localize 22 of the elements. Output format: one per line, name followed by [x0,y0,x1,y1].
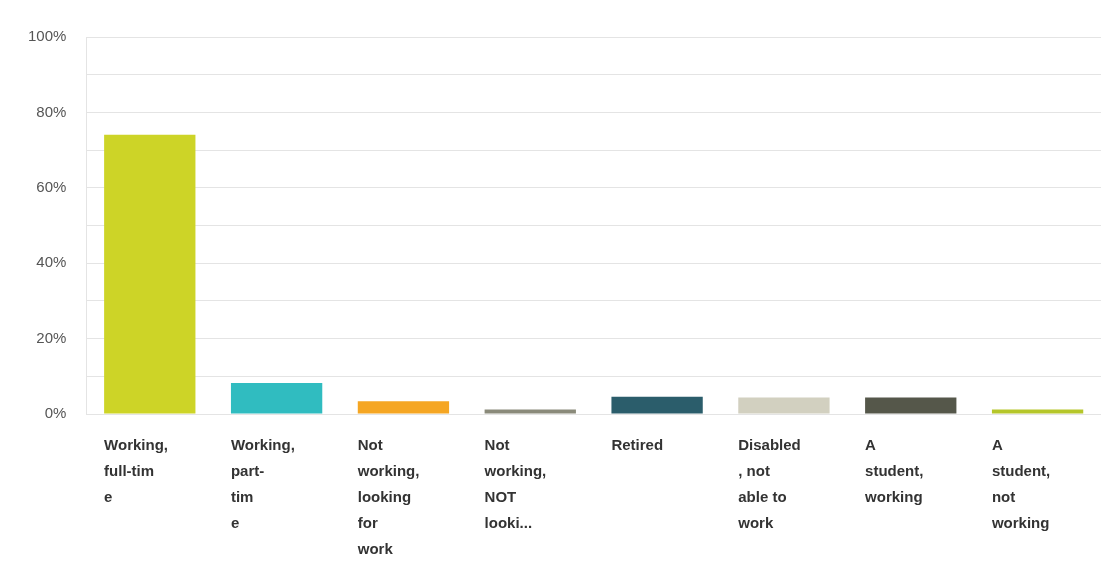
x-tick-label: Working, part- tim e [230,435,295,531]
bar [611,396,703,414]
x-tick-label: A student, not working [990,435,1051,531]
x-tick-label: Disabled , not able to work [737,435,801,531]
x-tick-label: Not working, looking for work [356,435,420,557]
x-tick-label: Not working, NOT looki... [483,435,547,531]
bar [230,383,323,414]
y-tick-label: 20% [36,328,67,346]
bar [104,134,196,414]
y-tick-label: 40% [36,253,67,271]
bar [484,409,576,414]
bar [357,401,450,414]
y-tick-label: 60% [36,177,67,195]
y-tick-label: 80% [36,102,67,120]
bar [991,409,1084,414]
x-tick-label: A student, working [864,435,924,505]
x-tick-label: Working, full-tim e [104,435,169,505]
bar [865,397,957,414]
y-tick-label: 100% [27,27,67,45]
x-tick-label: Retired [611,435,664,453]
y-tick-label: 0% [44,404,67,422]
bar [738,397,830,414]
